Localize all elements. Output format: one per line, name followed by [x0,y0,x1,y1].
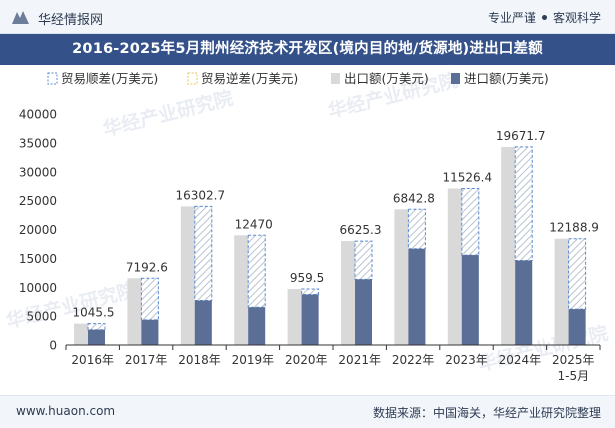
import-bar [248,307,266,345]
y-tick-label: 0 [49,339,57,353]
data-label: 16302.7 [175,188,225,202]
x-axis: 2016年 2017年 2018年 2019年 2020年 2021年 2022年 2023年… [65,344,601,383]
import-bar [515,260,533,345]
brand-name: 华经情报网 [38,13,104,28]
top-bar: 华经情报网 专业严谨 客观科学 [0,0,615,34]
y-tick-label: 15000 [19,252,57,266]
y-tick-label: 20000 [19,223,57,237]
y-tick-label: 5000 [26,310,57,324]
x-tick-label: 2018年 [178,353,221,367]
data-label: 959.5 [290,271,324,285]
surplus-bar [301,288,320,296]
x-tick-label: 2025年 [552,353,595,367]
x-tick-label: 2019年 [232,353,275,367]
import-bar [408,248,426,345]
import-bar [301,294,319,345]
surplus-bar [140,277,159,321]
x-tick-label: 2017年 [125,353,168,367]
import-bar [461,255,479,345]
surplus-bar [568,238,587,310]
data-source: 数据来源：中国海关，华经产业研究院整理 [372,406,601,420]
data-label: 12470 [235,217,273,231]
watermark-text: 华经产业研究院 [476,321,611,375]
import-bar [355,279,372,345]
surplus-bar [461,188,480,256]
legend-swatch [47,72,58,85]
slogan-right: 客观科学 [552,11,601,25]
x-tick-label: 2022年 [392,353,435,367]
slogan-left: 专业严谨 [487,11,536,25]
huajing-logo-icon [12,11,29,24]
data-label: 11526.4 [442,170,492,184]
x-tick-label: 2023年 [445,353,488,367]
surplus-bar [87,323,106,331]
surplus-bar [354,240,373,280]
watermark-text: 华经产业研究院 [101,86,236,140]
bars-layer: 1045.5 7192.6 16302.7 12470 959.5 6625.3 6842.… [73,129,599,345]
x-tick-label: 1-5月 [557,369,589,383]
legend-swatch [451,73,460,84]
import-bar [568,309,586,345]
data-label: 19671.7 [496,129,546,143]
data-label: 6842.8 [393,191,435,205]
y-tick-label: 25000 [19,194,57,208]
surplus-bar [407,208,426,250]
x-tick-label: 2021年 [338,353,381,367]
y-tick-label: 40000 [19,108,57,122]
surplus-bar [247,234,266,308]
y-tick-label: 30000 [19,165,57,179]
legend-label: 贸易逆差(万美元) [201,71,298,86]
x-tick-label: 2016年 [71,353,114,367]
import-bar [88,329,105,345]
chart-title: 2016-2025年5月荆州经济技术开发区(境内目的地/货源地)进出口差额 [72,41,543,57]
legend-label: 出口额(万美元) [344,71,429,86]
chart-legend: 贸易顺差(万美元) 贸易逆差(万美元) 出口额(万美元) 进口额(万美元) [47,71,549,86]
website-url: www.huaon.com [16,404,116,418]
import-bar [141,319,159,345]
chart-title-bar: 2016-2025年5月荆州经济技术开发区(境内目的地/货源地)进出口差额 [0,34,615,65]
data-label: 12188.9 [549,221,599,235]
data-label: 6625.3 [340,223,382,237]
surplus-bar [514,146,533,262]
legend-label: 贸易顺差(万美元) [61,71,158,86]
y-axis: 0 5000 10000 15000 20000 25000 30000 35000 40000 [19,108,57,353]
x-tick-label: 2024年 [499,353,542,367]
legend-swatch [331,73,340,84]
legend-label: 进口额(万美元) [464,71,549,86]
y-tick-label: 35000 [19,136,57,150]
data-label: 1045.5 [73,306,115,320]
surplus-bar [194,205,213,302]
bullet-dot-icon [541,15,547,20]
x-tick-label: 2020年 [285,353,328,367]
data-label: 7192.6 [126,260,168,274]
y-tick-label: 10000 [19,281,57,295]
footer-bar: www.huaon.com 数据来源：中国海关，华经产业研究院整理 [0,395,615,428]
import-bar [194,300,212,345]
legend-swatch [187,72,198,85]
slogan: 专业严谨 客观科学 [488,9,601,26]
